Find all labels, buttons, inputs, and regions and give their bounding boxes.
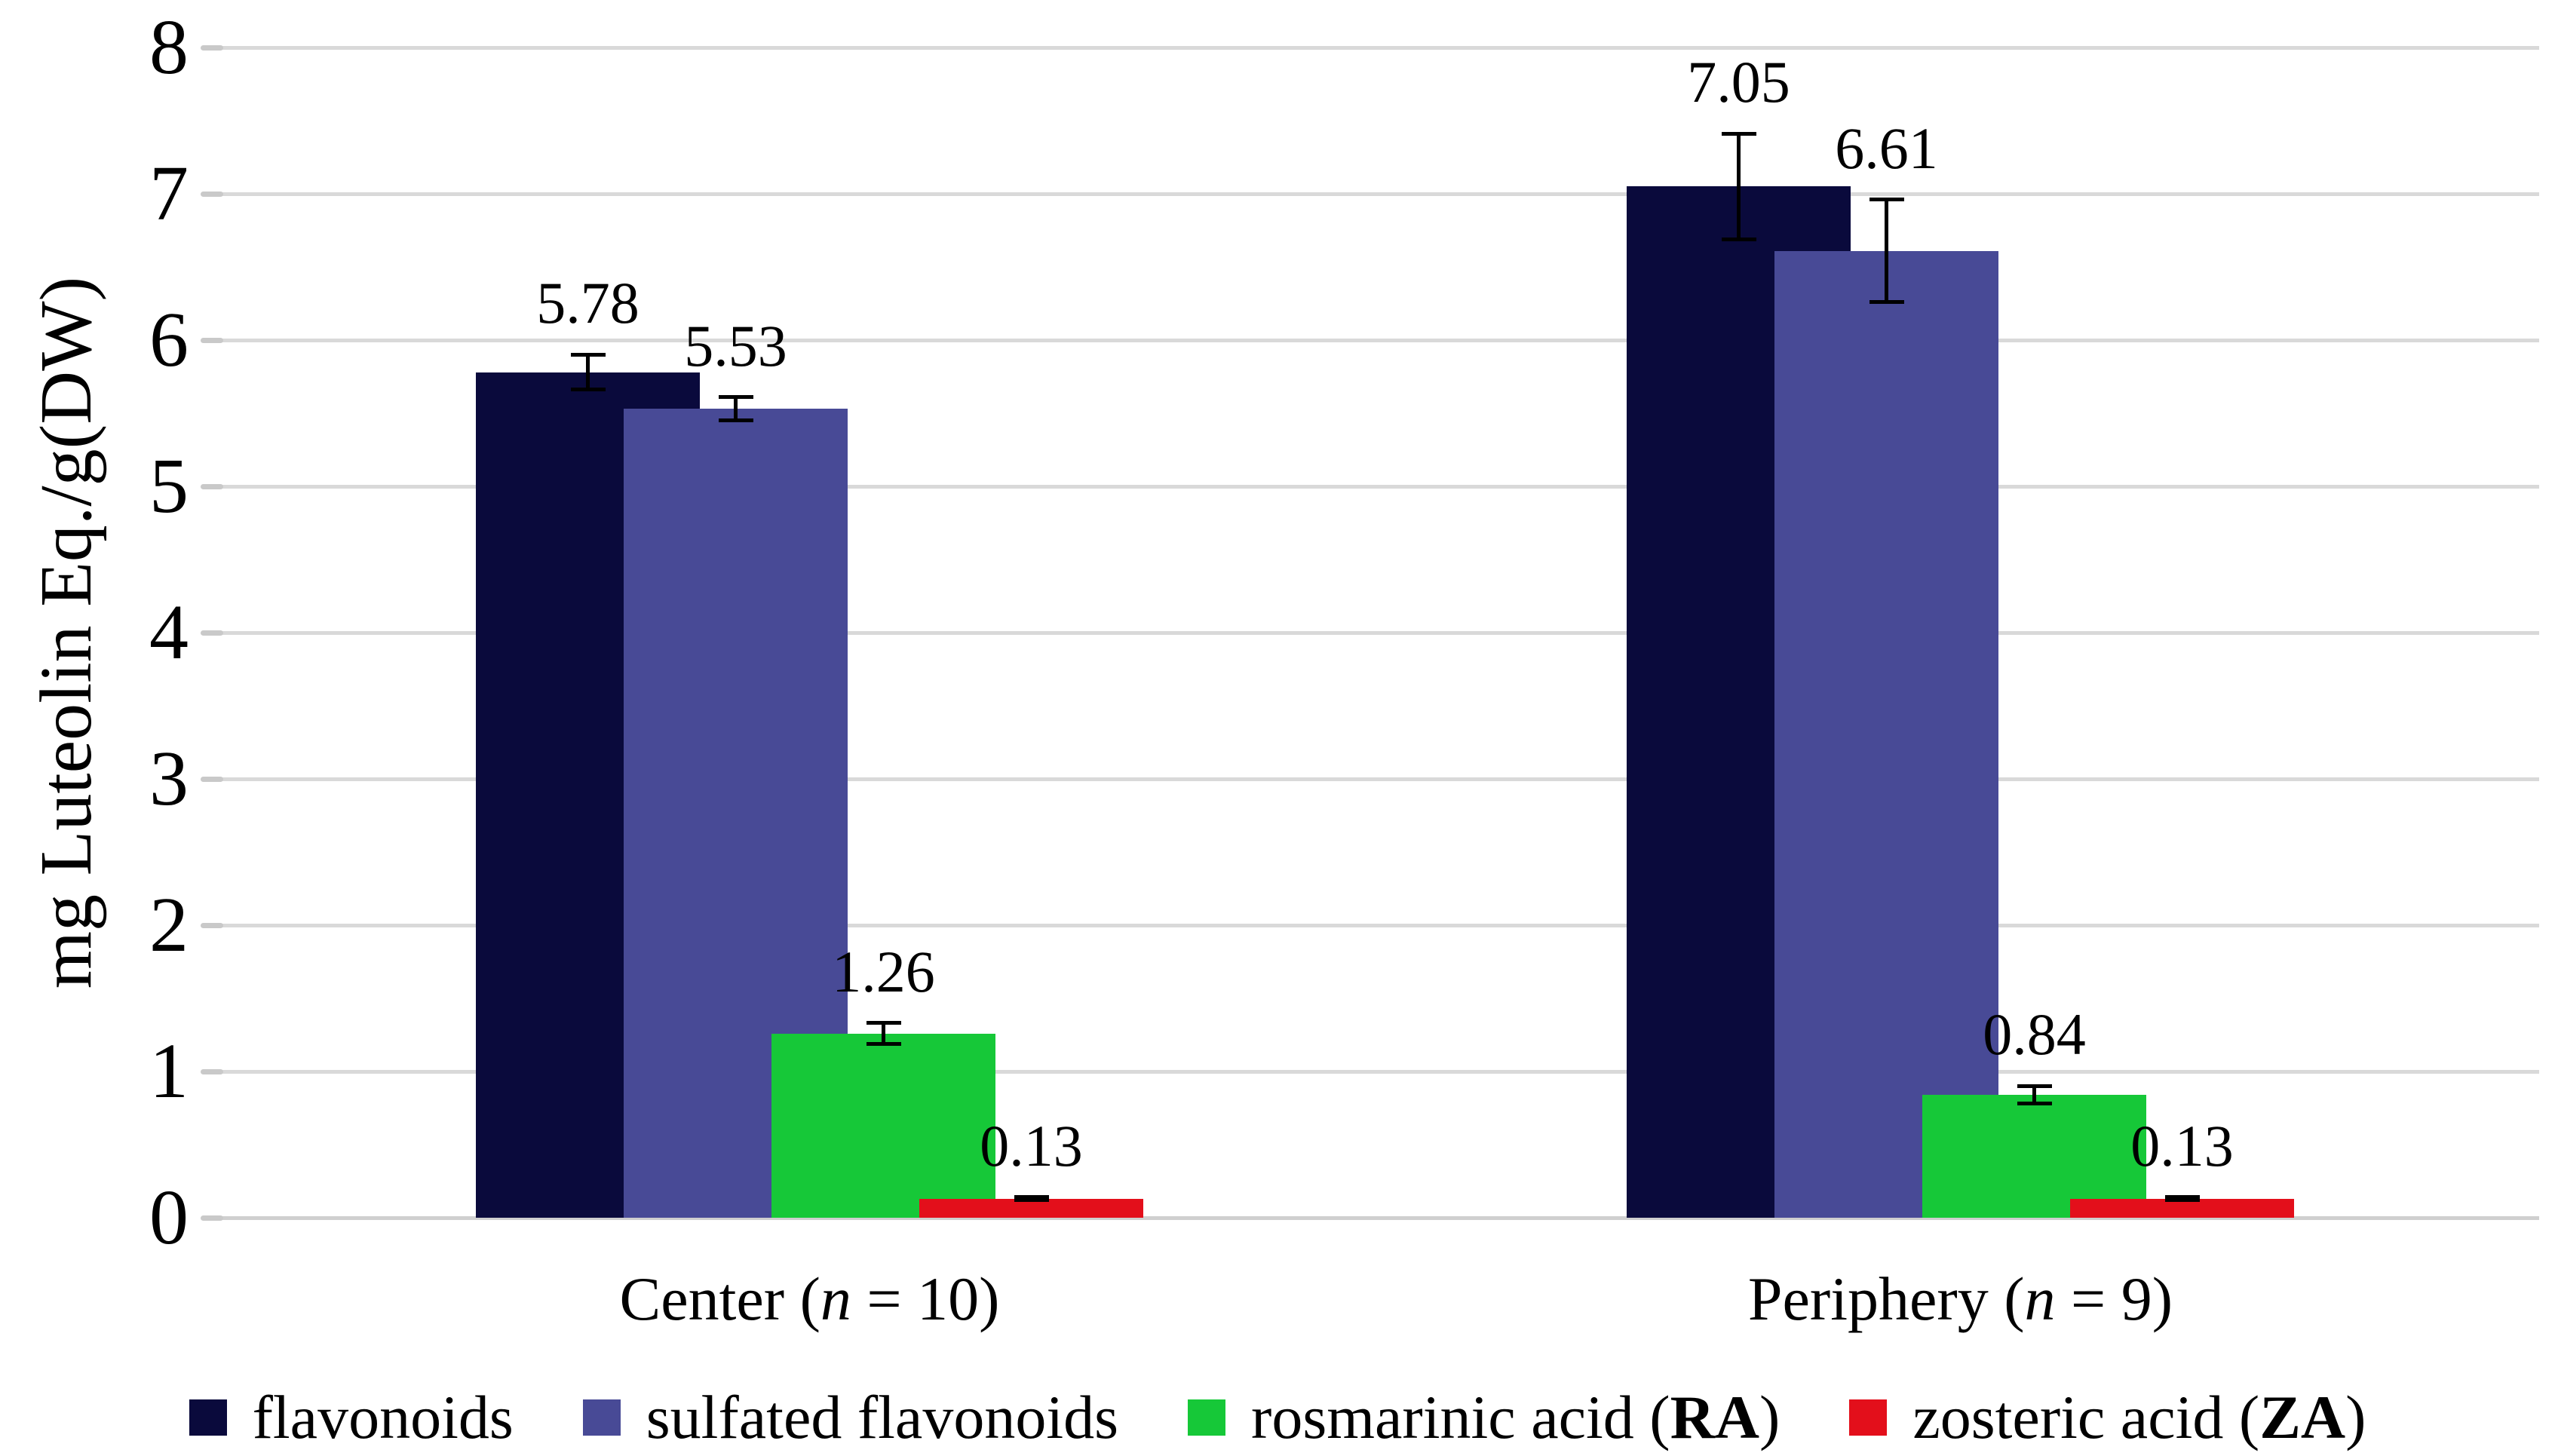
- legend-label: zosteric acid (ZA): [1912, 1383, 2366, 1451]
- error-bar-cap: [2164, 1195, 2200, 1200]
- y-tick-label: 0: [149, 1174, 189, 1261]
- value-label: 5.53: [684, 312, 787, 379]
- error-bar-cap: [866, 1041, 901, 1046]
- error-bar: [586, 354, 590, 390]
- error-bar: [1885, 199, 1888, 302]
- legend-label: rosmarinic acid (RA): [1251, 1383, 1781, 1451]
- error-bar-cap: [2164, 1198, 2200, 1203]
- axis-tick: [201, 1068, 223, 1074]
- error-bar-cap: [1869, 300, 1904, 305]
- value-label: 5.78: [536, 270, 640, 336]
- value-label: 0.84: [1983, 1001, 2086, 1068]
- value-label: 0.13: [2130, 1112, 2234, 1179]
- bar-sulfated-flavonoids: [1774, 250, 1998, 1218]
- error-bar: [2032, 1086, 2036, 1104]
- error-bar-cap: [866, 1021, 901, 1025]
- error-bar: [882, 1022, 885, 1044]
- gridline: [221, 777, 2539, 781]
- y-tick-label: 4: [149, 589, 189, 676]
- y-tick-label: 3: [149, 735, 189, 822]
- error-bar: [734, 397, 738, 421]
- value-label: 7.05: [1687, 49, 1790, 115]
- legend-item: sulfated flavonoids: [582, 1374, 1119, 1456]
- axis-tick: [201, 191, 223, 197]
- legend-item: rosmarinic acid (RA): [1188, 1374, 1780, 1456]
- axis-tick: [201, 337, 223, 343]
- axis-tick: [201, 44, 223, 51]
- value-label: 1.26: [832, 938, 935, 1004]
- gridline: [221, 192, 2539, 196]
- bar-rosmarinic-acid-RA: [771, 1033, 995, 1218]
- error-bar-cap: [2017, 1084, 2052, 1088]
- y-tick-label: 8: [149, 4, 189, 90]
- legend-item: flavonoids: [189, 1374, 514, 1456]
- value-label: 6.61: [1835, 115, 1938, 181]
- y-tick-label: 2: [149, 881, 189, 968]
- error-bar-cap: [1869, 198, 1904, 202]
- x-axis-line: [221, 1215, 2539, 1220]
- gridline: [221, 45, 2539, 50]
- error-bar-cap: [718, 418, 753, 423]
- x-category-label: Center (n = 10): [619, 1264, 1000, 1333]
- error-bar-cap: [1721, 131, 1756, 136]
- legend-swatch: [1849, 1399, 1888, 1436]
- gridline: [221, 923, 2539, 927]
- legend: flavonoids sulfated flavonoids rosmarinic …: [0, 1374, 2555, 1456]
- bar-rosmarinic-acid-RA: [1922, 1095, 2146, 1218]
- value-label: 0.13: [980, 1112, 1083, 1179]
- error-bar-cap: [1721, 237, 1756, 241]
- legend-swatch: [582, 1399, 621, 1436]
- axis-tick: [201, 922, 223, 928]
- y-tick-label: 5: [149, 443, 189, 529]
- error-bar: [1737, 133, 1741, 240]
- error-bar-cap: [1014, 1195, 1049, 1200]
- gridline: [221, 484, 2539, 489]
- gridline: [221, 630, 2539, 635]
- gridline: [221, 1069, 2539, 1074]
- legend-label: flavonoids: [252, 1383, 514, 1451]
- y-tick-label: 7: [149, 150, 189, 237]
- error-bar-cap: [1014, 1198, 1049, 1203]
- axis-tick: [201, 1215, 223, 1221]
- gridline: [221, 338, 2539, 342]
- legend-swatch: [189, 1399, 227, 1436]
- legend-label: sulfated flavonoids: [646, 1383, 1119, 1451]
- legend-item: zosteric acid (ZA): [1849, 1374, 2366, 1456]
- y-tick-label: 6: [149, 296, 189, 383]
- axis-tick: [201, 630, 223, 636]
- error-bar-cap: [2017, 1102, 2052, 1106]
- axis-tick: [201, 776, 223, 782]
- error-bar-cap: [570, 352, 606, 357]
- legend-swatch: [1188, 1399, 1226, 1436]
- y-tick-label: 1: [149, 1028, 189, 1114]
- x-category-label: Periphery (n = 9): [1747, 1264, 2173, 1333]
- error-bar-cap: [570, 388, 606, 392]
- axis-tick: [201, 483, 223, 489]
- error-bar-cap: [718, 395, 753, 400]
